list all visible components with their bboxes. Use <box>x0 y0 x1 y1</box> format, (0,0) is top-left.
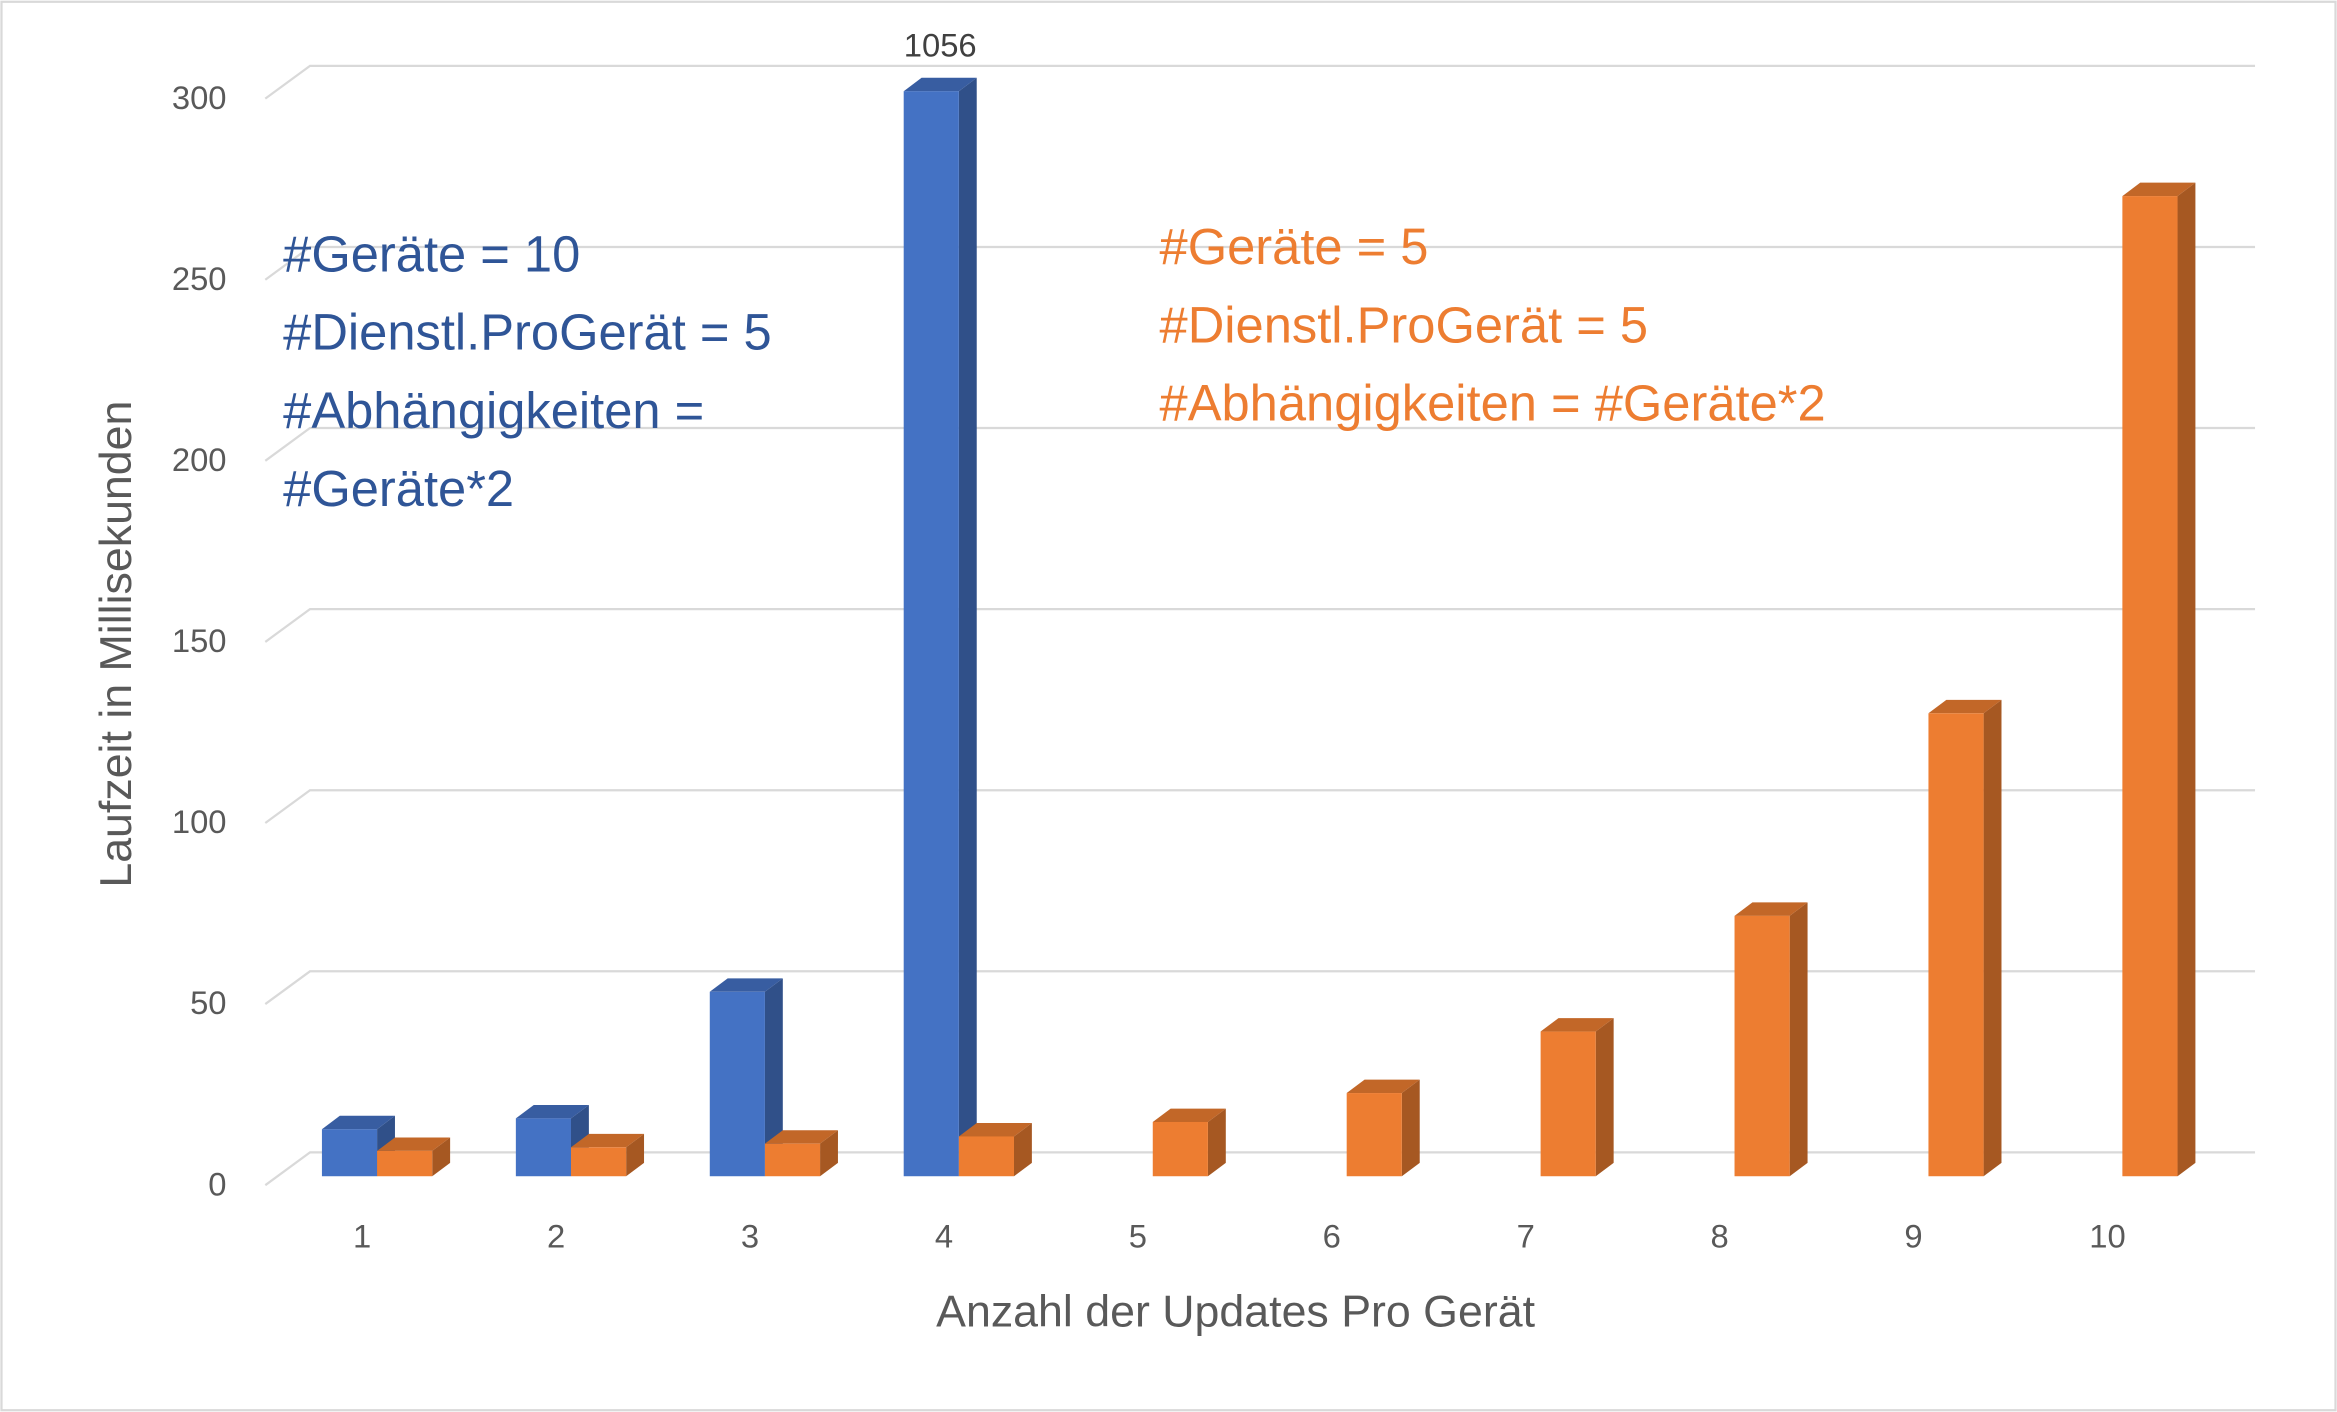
x-tick-label: 6 <box>1323 1217 1341 1254</box>
bar <box>377 1137 451 1177</box>
bar-side <box>1789 902 1808 1177</box>
bar-front <box>1734 915 1790 1177</box>
bar <box>1928 699 2002 1177</box>
bar <box>958 1123 1032 1177</box>
bar-side <box>432 1137 451 1177</box>
x-tick-label: 1 <box>353 1217 371 1254</box>
x-tick-label: 3 <box>741 1217 759 1254</box>
plot-area <box>321 77 2196 1177</box>
bar-top <box>709 978 783 992</box>
bar <box>1734 902 1808 1177</box>
y-tick-label: 150 <box>172 622 227 659</box>
bar-top <box>1734 902 1808 916</box>
bar-side <box>626 1133 645 1177</box>
bar-top <box>1152 1108 1226 1122</box>
bar-top <box>2122 182 2196 197</box>
bar-front <box>571 1147 627 1177</box>
bar-front <box>1152 1121 1208 1177</box>
bar-top <box>903 77 977 92</box>
bar-front <box>709 991 765 1177</box>
bar-top <box>571 1133 645 1148</box>
bar-front <box>2122 196 2178 1177</box>
bar-front <box>903 91 959 1177</box>
bar-front <box>1540 1031 1596 1177</box>
bar-top <box>764 1130 838 1144</box>
annotation: #Dienstl.ProGerät = 5 <box>1160 296 1649 353</box>
y-tick-label: 50 <box>190 984 226 1021</box>
bar-front <box>1346 1093 1402 1177</box>
x-tick-label: 10 <box>2089 1217 2125 1254</box>
bar-front <box>515 1118 572 1177</box>
y-tick-label: 250 <box>172 260 227 297</box>
annotation: #Abhängigkeiten = #Geräte*2 <box>1160 375 1826 432</box>
bar-side <box>958 77 977 1177</box>
bar-side <box>1983 699 2002 1177</box>
bar <box>1152 1108 1226 1177</box>
grid-line <box>264 64 2256 100</box>
bar <box>571 1133 645 1177</box>
x-axis-title: Anzahl der Updates Pro Gerät <box>936 1288 1535 1337</box>
bar-side <box>1207 1108 1226 1177</box>
bar-top <box>958 1123 1032 1137</box>
bar-top <box>1928 699 2002 714</box>
bar-side <box>764 978 783 1177</box>
bar-side <box>2177 182 2196 1177</box>
bar-top <box>377 1137 451 1151</box>
bar-side <box>1401 1079 1420 1177</box>
annotation: #Abhängigkeiten = <box>283 382 704 439</box>
annotation: #Geräte = 5 <box>1160 218 1429 275</box>
bar <box>2122 182 2196 1177</box>
grid-line <box>264 245 2256 281</box>
bar <box>764 1130 838 1177</box>
x-tick-label: 9 <box>1904 1217 1922 1254</box>
bar-top <box>515 1104 589 1119</box>
bar-top <box>321 1115 395 1130</box>
bar-front <box>764 1143 821 1177</box>
y-axis-title: Laufzeit in Millisekunden <box>92 401 141 888</box>
bar-top <box>1346 1079 1420 1094</box>
bar <box>515 1104 589 1177</box>
y-tick-label: 200 <box>172 441 227 478</box>
y-tick-label: 300 <box>172 79 227 116</box>
grid-line <box>264 608 2256 643</box>
data-label: 1056 <box>904 27 977 64</box>
bar-front <box>958 1136 1014 1177</box>
bar-top <box>1540 1018 1614 1032</box>
x-tick-label: 8 <box>1711 1217 1729 1254</box>
bar <box>709 978 783 1177</box>
bar-side <box>820 1130 838 1177</box>
bar <box>1346 1079 1420 1177</box>
annotation: #Geräte*2 <box>283 460 514 517</box>
x-tick-label: 2 <box>547 1217 565 1254</box>
bar-front <box>321 1129 378 1177</box>
bar-front <box>1928 713 1984 1177</box>
annotation: #Dienstl.ProGerät = 5 <box>283 304 772 361</box>
x-tick-label: 5 <box>1129 1217 1147 1254</box>
y-tick-label: 0 <box>208 1165 226 1202</box>
bar <box>903 77 977 1177</box>
bar-side <box>1595 1018 1614 1177</box>
bar-side <box>1013 1123 1032 1177</box>
x-tick-label: 4 <box>935 1217 953 1254</box>
x-tick-label: 7 <box>1517 1217 1535 1254</box>
bar-front <box>377 1150 433 1177</box>
grid-line <box>264 789 2256 824</box>
grid-line <box>264 970 2256 1005</box>
annotation: #Geräte = 10 <box>283 226 580 283</box>
bar <box>1540 1018 1614 1177</box>
grid-line <box>264 426 2256 462</box>
y-tick-label: 100 <box>172 803 227 840</box>
